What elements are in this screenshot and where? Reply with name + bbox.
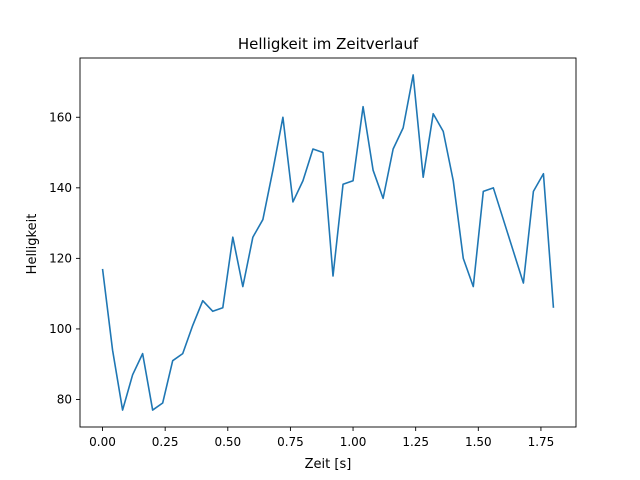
y-tick-label: 100 [49,322,72,336]
x-tick-label: 0.75 [277,435,304,449]
x-axis-label: Zeit [s] [305,457,352,472]
y-tick-label: 160 [49,110,72,124]
y-tick-label: 80 [57,392,72,406]
x-tick-label: 1.00 [340,435,367,449]
x-tick-label: 0.25 [152,435,179,449]
axes-frame [79,57,577,428]
x-tick-label: 0.00 [89,435,116,449]
plot-area: 0.00 0.25 0.50 0.75 1.00 1.25 1.50 1.75 80 100 120… [49,57,577,449]
x-tick-label: 0.50 [214,435,241,449]
y-axis-label: Helligkeit [25,214,40,275]
y-tick-label: 120 [49,251,72,265]
x-tick-label: 1.25 [402,435,429,449]
series-line-0 [101,74,555,411]
x-tick-label: 1.75 [528,435,555,449]
y-tick-label: 140 [49,181,72,195]
chart-title: Helligkeit im Zeitverlauf [238,35,419,53]
x-tick-label: 1.50 [465,435,492,449]
